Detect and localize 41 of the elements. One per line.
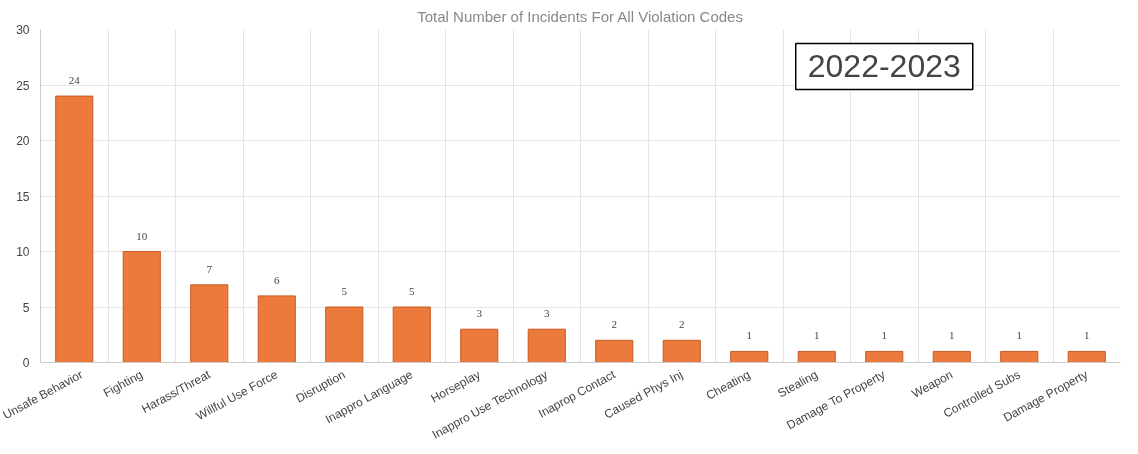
y-tick-label: 20	[16, 134, 30, 148]
bar	[122, 251, 161, 363]
y-tick-label: 30	[16, 23, 30, 37]
bar	[932, 350, 971, 363]
data-label: 1	[1084, 329, 1090, 342]
bar	[1067, 350, 1106, 363]
bar	[392, 306, 431, 363]
data-label: 1	[881, 329, 887, 342]
bar	[527, 328, 566, 363]
y-tick-label: 10	[16, 245, 30, 259]
bar	[460, 328, 499, 363]
data-label: 1	[1016, 329, 1022, 342]
data-label: 3	[476, 307, 483, 320]
data-label: 10	[136, 229, 148, 242]
y-tick-label: 5	[22, 300, 30, 315]
bar	[797, 350, 836, 363]
bar	[257, 295, 296, 363]
y-tick-label: 0	[22, 356, 30, 370]
bar	[55, 95, 94, 363]
data-label: 2	[611, 318, 617, 331]
bar	[730, 350, 769, 363]
bar	[662, 339, 701, 363]
data-label: 7	[206, 262, 213, 275]
data-label: 6	[274, 273, 280, 286]
bar	[325, 306, 364, 363]
bar	[595, 339, 634, 363]
y-tick-label: 15	[16, 189, 30, 204]
data-label: 2	[679, 318, 685, 331]
data-label: 1	[949, 329, 955, 342]
chart-title: Total Number of Incidents For All Violation Codes	[417, 7, 743, 25]
data-label: 24	[68, 74, 81, 87]
data-label: 1	[814, 329, 820, 342]
data-label: 3	[544, 307, 550, 320]
annotation: 2022-2023	[807, 48, 961, 85]
bar	[190, 284, 229, 363]
bar	[1000, 350, 1039, 363]
bar	[865, 350, 904, 363]
data-label: 5	[341, 285, 348, 297]
data-label: 5	[409, 285, 415, 297]
data-label: 1	[746, 329, 752, 342]
y-tick-label: 25	[16, 78, 30, 93]
